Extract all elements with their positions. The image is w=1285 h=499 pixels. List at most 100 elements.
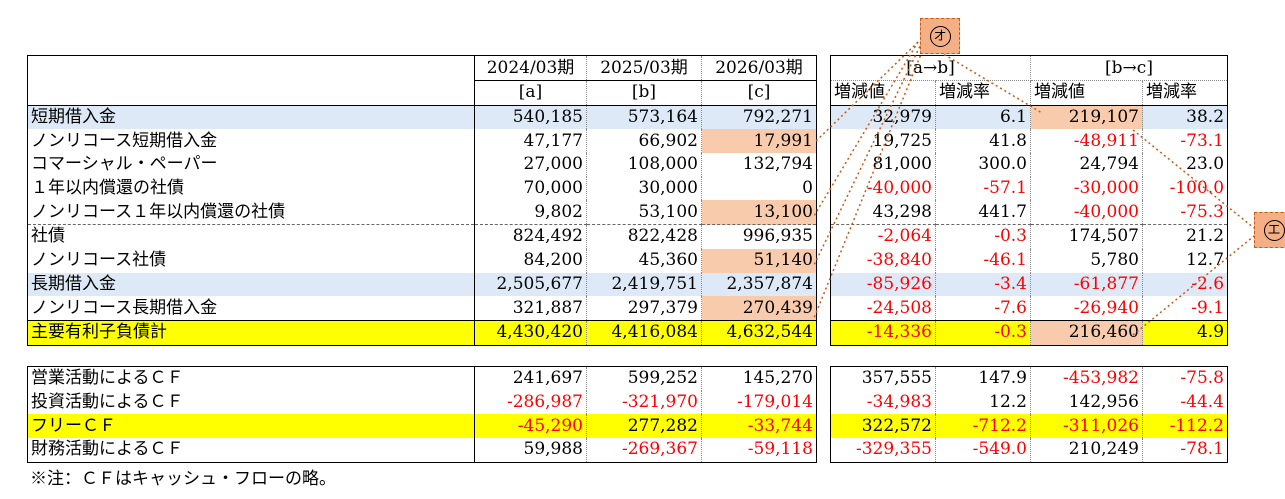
value-cell: -61,877 [1030, 272, 1143, 297]
row-label: 営業活動によるＣＦ [27, 366, 475, 391]
value-cell: 277,282 [586, 414, 702, 439]
row-label: 主要有利子負債計 [27, 320, 475, 346]
value-cell: 13,100 [701, 200, 817, 226]
connector-line [813, 41, 927, 319]
table-row: 43,298 441.7 -40,000 -75.3 [830, 200, 1228, 226]
value-cell: -0.3 [935, 320, 1031, 346]
value-cell: -78.1 [1180, 439, 1224, 460]
value-cell: 321,887 [474, 296, 587, 321]
value-cell: 142,956 [1030, 390, 1143, 415]
value-cell: 45,360 [586, 248, 702, 273]
value-cell: 27,000 [474, 153, 587, 177]
value-cell: 38.2 [1142, 105, 1228, 130]
value-cell: 4,416,084 [586, 320, 702, 346]
marker-o: オ [920, 18, 960, 54]
row-label: コマーシャル・ペーパー [27, 153, 475, 177]
value-cell: 270,439 [701, 296, 817, 321]
value-cell: -286,987 [474, 390, 587, 415]
value-cell: -75.3 [1142, 200, 1228, 226]
sub-header: 増減値 [1030, 80, 1143, 106]
value-cell: 297,379 [586, 296, 702, 321]
value-cell: -100.0 [1169, 178, 1225, 199]
table-row: 営業活動によるＣＦ 241,697 599,252 145,270 [27, 366, 817, 391]
value-cell: 53,100 [586, 200, 702, 226]
sub-header: 増減値 [830, 80, 936, 106]
value-cell: 12.7 [1186, 250, 1225, 271]
value-cell: -112.2 [1142, 414, 1228, 439]
row-label: １年以内償還の社債 [27, 176, 475, 201]
value-cell: 824,492 [474, 224, 587, 249]
value-cell: -3.4 [935, 272, 1031, 297]
value-cell: 41.8 [935, 129, 1031, 154]
value-cell: -321,970 [586, 390, 702, 415]
value-cell: 4,430,420 [474, 320, 587, 346]
cashflow-table: 営業活動によるＣＦ 241,697 599,252 145,270 投資活動によるＣＦ -… [27, 366, 817, 463]
debt-table: 2024/03期 2025/03期 2026/03期 [a] [b] [c] 短… [27, 55, 817, 346]
value-cell: 540,185 [474, 105, 587, 130]
table-row: -14,336 -0.3 216,460 4.9 [830, 320, 1228, 346]
row-label: ノンリコース社債 [27, 248, 475, 273]
table-row: 19,725 41.8 -48,911 -73.1 [830, 129, 1228, 154]
row-label: フリーＣＦ [27, 414, 475, 439]
value-cell: 132,794 [742, 154, 813, 175]
table-row: 社債 824,492 822,428 996,935 [27, 224, 817, 249]
value-cell: -59,118 [747, 439, 813, 460]
row-label: 投資活動によるＣＦ [27, 390, 475, 415]
value-cell: 241,697 [474, 366, 587, 391]
table-row: 投資活動によるＣＦ -286,987 -321,970 -179,014 [27, 390, 817, 415]
table-row: 322,572 -712.2 -311,026 -112.2 [830, 414, 1228, 439]
table-row: 短期借入金 540,185 573,164 792,271 [27, 105, 817, 130]
table-row: ノンリコース社債 84,200 45,360 51,140 [27, 248, 817, 273]
letter-header: [a] [474, 80, 587, 106]
value-cell: -57.1 [935, 176, 1031, 201]
value-cell: 822,428 [586, 224, 702, 249]
sub-header: 増減率 [1142, 80, 1228, 106]
value-cell: 2,505,677 [474, 272, 587, 297]
connector-line [1132, 129, 1255, 229]
value-cell: 4,632,544 [701, 320, 817, 346]
value-cell: 59,988 [474, 438, 587, 463]
letter-header: [c] [701, 80, 817, 106]
value-cell: 357,555 [830, 366, 936, 391]
value-cell: -44.4 [1180, 392, 1224, 413]
table-row: -38,840 -46.1 5,780 12.7 [830, 248, 1228, 273]
value-cell: -34,983 [830, 390, 936, 415]
value-cell: -40,000 [830, 176, 936, 201]
connector-line [813, 41, 919, 144]
table-row: 357,555 147.9 -453,982 -75.8 [830, 366, 1228, 391]
value-cell: 43,298 [830, 200, 936, 226]
value-cell: -179,014 [736, 392, 813, 413]
table-row: ノンリコース長期借入金 321,887 297,379 270,439 [27, 296, 817, 321]
value-cell: 81,000 [830, 153, 936, 177]
value-cell: 4.9 [1142, 320, 1228, 346]
value-cell: 17,991 [701, 129, 817, 154]
table-row: -85,926 -3.4 -61,877 -2.6 [830, 272, 1228, 297]
value-cell: 23.0 [1186, 154, 1225, 175]
value-cell: -33,744 [701, 414, 817, 439]
value-cell: -311,026 [1030, 414, 1143, 439]
marker-o-label: オ [929, 25, 951, 47]
value-cell: 6.1 [935, 105, 1031, 130]
period-header: 2024/03期 [474, 55, 587, 81]
value-cell: -38,840 [830, 248, 936, 273]
value-cell: 145,270 [742, 368, 813, 389]
period-header: 2026/03期 [701, 55, 817, 81]
row-label: ノンリコース１年以内償還の社債 [27, 200, 475, 226]
value-cell: -549.0 [935, 438, 1031, 463]
table-row: -24,508 -7.6 -26,940 -9.1 [830, 296, 1228, 321]
value-cell: 9,802 [474, 200, 587, 226]
value-cell: -26,940 [1030, 296, 1143, 321]
value-cell: -9.1 [1142, 296, 1228, 321]
table-row: ノンリコース短期借入金 47,177 66,902 17,991 [27, 129, 817, 154]
value-cell: -75.8 [1180, 368, 1224, 389]
value-cell: 441.7 [935, 200, 1031, 226]
connector-line [939, 51, 1043, 114]
value-cell: 47,177 [474, 129, 587, 154]
value-cell: 12.2 [935, 390, 1031, 415]
table-row: コマーシャル・ペーパー 27,000 108,000 132,794 [27, 153, 817, 177]
table-row: 長期借入金 2,505,677 2,419,751 2,357,874 [27, 272, 817, 297]
debt-change-table: [a→b] [b→c] 増減値 増減率 増減値 増減率 32,979 6.1 219… [830, 55, 1229, 346]
row-label: 短期借入金 [27, 105, 475, 130]
value-cell: 210,249 [1030, 438, 1143, 463]
